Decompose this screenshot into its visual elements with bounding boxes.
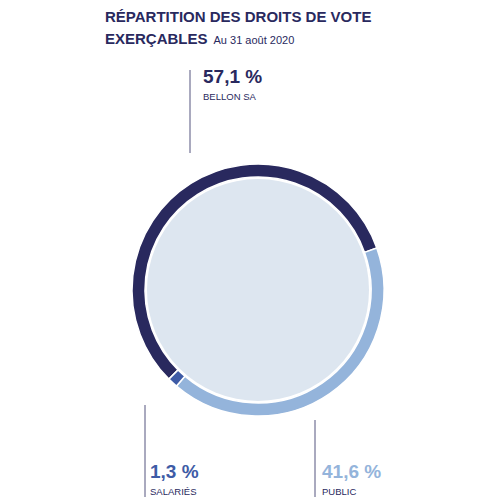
category-label: PUBLIC bbox=[322, 486, 356, 497]
slice bbox=[132, 164, 377, 379]
chart-container: RÉPARTITION DES DROITS DE VOTE EXERÇABLES… bbox=[0, 0, 500, 500]
data-label: 41,6 % bbox=[322, 461, 381, 482]
title-line: EXERÇABLES bbox=[105, 30, 208, 47]
data-label: 57,1 % bbox=[203, 66, 262, 87]
slice bbox=[176, 248, 384, 416]
subtitle: Au 31 août 2020 bbox=[214, 34, 295, 46]
donut-center bbox=[147, 179, 369, 401]
category-label: BELLON SA bbox=[203, 91, 256, 102]
slice bbox=[169, 370, 185, 386]
donut bbox=[132, 164, 384, 416]
title-line: RÉPARTITION DES DROITS DE VOTE bbox=[105, 8, 371, 25]
category-label: SALARIÉS bbox=[150, 486, 196, 497]
leader-line bbox=[190, 70, 191, 153]
leader-line bbox=[315, 420, 316, 497]
leader-line bbox=[145, 405, 146, 497]
chart-svg: RÉPARTITION DES DROITS DE VOTE EXERÇABLES… bbox=[0, 0, 500, 500]
data-label: 1,3 % bbox=[150, 461, 199, 482]
title: RÉPARTITION DES DROITS DE VOTE EXERÇABLES bbox=[105, 8, 371, 47]
